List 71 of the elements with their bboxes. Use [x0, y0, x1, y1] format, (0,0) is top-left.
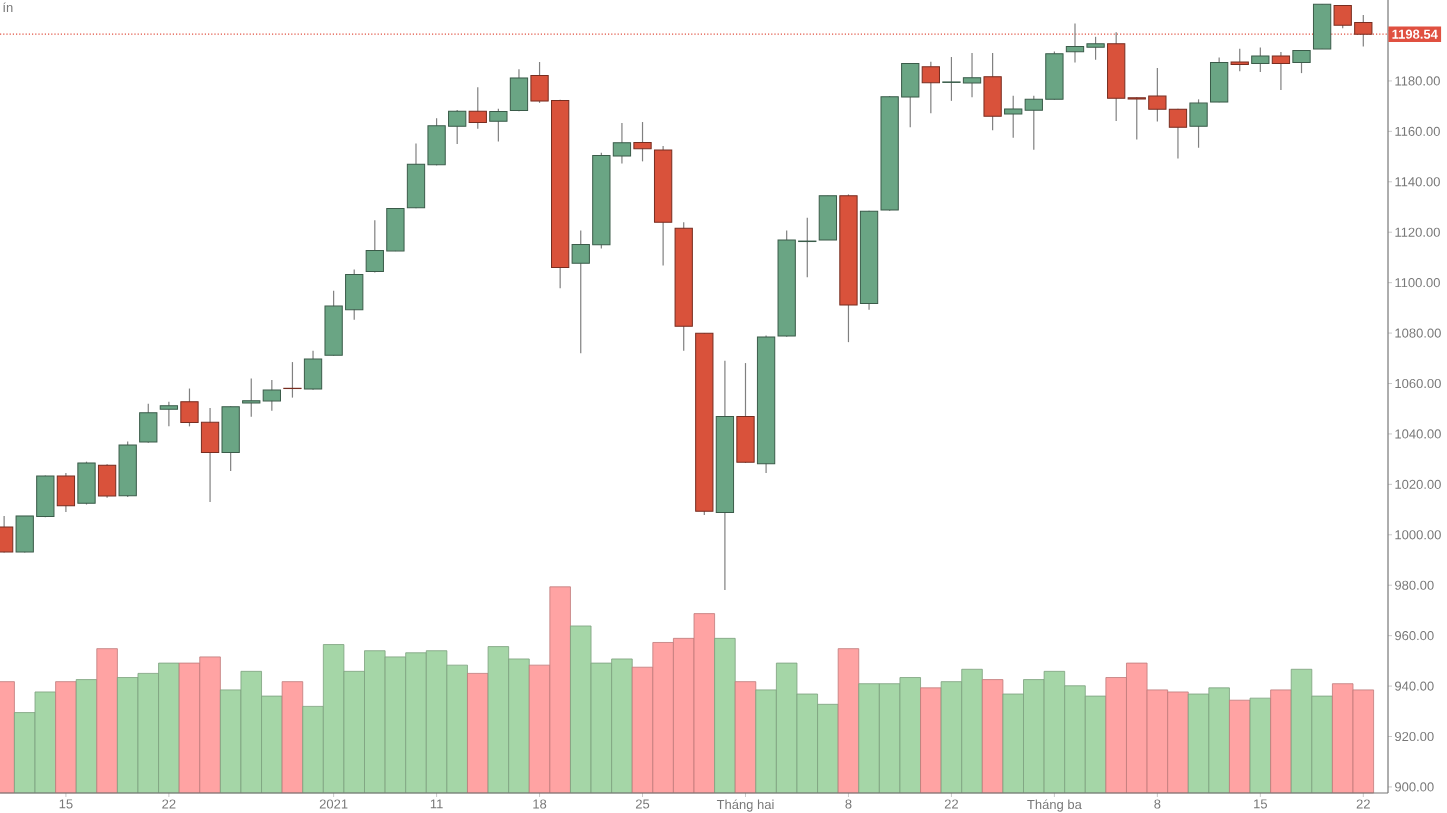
candlestick: [571, 229, 590, 354]
candlestick: [612, 122, 632, 164]
candlestick: [962, 52, 982, 98]
candlestick: [365, 219, 384, 274]
candlestick: [1127, 96, 1146, 141]
y-tick-label: 1120.00: [1395, 227, 1440, 237]
candlestick: [633, 121, 652, 162]
candlestick: [942, 56, 961, 102]
y-tick-label: 1160.00: [1395, 126, 1440, 136]
y-tick-label: 1140.00: [1395, 177, 1440, 187]
x-tick-label: 22: [944, 799, 958, 809]
candlestick: [180, 387, 199, 427]
x-tick-label: 8: [1154, 799, 1161, 809]
bar: [981, 679, 1004, 794]
y-tick-label: 960.00: [1395, 631, 1434, 641]
bar: [55, 681, 77, 794]
x-tick-label: 15: [59, 799, 73, 809]
y-tick-label: 940.00: [1395, 681, 1434, 691]
candlestick: [1168, 108, 1188, 160]
candlestick: [159, 401, 179, 427]
bar: [1229, 699, 1251, 794]
y-tick-label: 1080.00: [1395, 328, 1441, 338]
bar: [837, 648, 860, 794]
candlestick: [262, 379, 281, 412]
y-tick-label: 1040.00: [1395, 429, 1441, 439]
candlestick: [1065, 22, 1085, 64]
candlestick: [1004, 95, 1023, 139]
bar: [467, 673, 489, 794]
y-tick-label: 900.00: [1395, 782, 1434, 792]
candlestick: [1189, 98, 1208, 149]
y-tick-label: 1180.00: [1395, 76, 1440, 86]
bar: [281, 681, 304, 794]
x-tick-label: Tháng hai: [716, 799, 774, 812]
bar: [1249, 697, 1272, 794]
candlestick: [1024, 95, 1043, 151]
candlestick: [798, 217, 817, 278]
bar: [920, 687, 942, 794]
candlestick: [448, 109, 467, 145]
bar: [75, 679, 98, 794]
candlestick: [1251, 46, 1270, 73]
candlestick: [1086, 36, 1105, 61]
y-tick-label: 920.00: [1395, 731, 1434, 742]
x-tick-label: 25: [635, 799, 650, 809]
chart-title: ín: [3, 2, 13, 12]
y-tick-label: 1100.00: [1395, 278, 1440, 288]
candlestick: [1148, 67, 1167, 123]
x-tick-label: 22: [1356, 799, 1370, 809]
x-tick-label: 18: [533, 799, 547, 809]
candlestick: [1271, 51, 1291, 91]
x-tick-label: 15: [1254, 799, 1268, 809]
ref-line-label: 1198.54: [1392, 29, 1438, 39]
y-tick-label: 1000.00: [1395, 530, 1441, 540]
x-tick-label: Tháng ba: [1027, 799, 1082, 812]
y-tick-label: 1020.00: [1395, 479, 1441, 489]
y-tick-label: 980.00: [1395, 580, 1434, 590]
x-tick-label: 8: [845, 799, 852, 809]
bar: [734, 681, 757, 794]
candlestick: [1333, 4, 1352, 29]
candlestick: [468, 86, 487, 130]
candlestick: [1292, 49, 1311, 74]
y-tick-label: 1060.00: [1395, 378, 1441, 389]
candlestick: [489, 108, 508, 143]
x-tick-label: 22: [162, 799, 176, 809]
bar: [96, 648, 118, 794]
bar: [1270, 689, 1292, 794]
candlestick: [1230, 48, 1249, 72]
candlestick: [921, 61, 940, 114]
candlestick: [242, 377, 261, 418]
x-tick-label: 11: [430, 799, 443, 809]
bar: [714, 637, 736, 794]
x-tick-label: 2021: [319, 799, 348, 809]
